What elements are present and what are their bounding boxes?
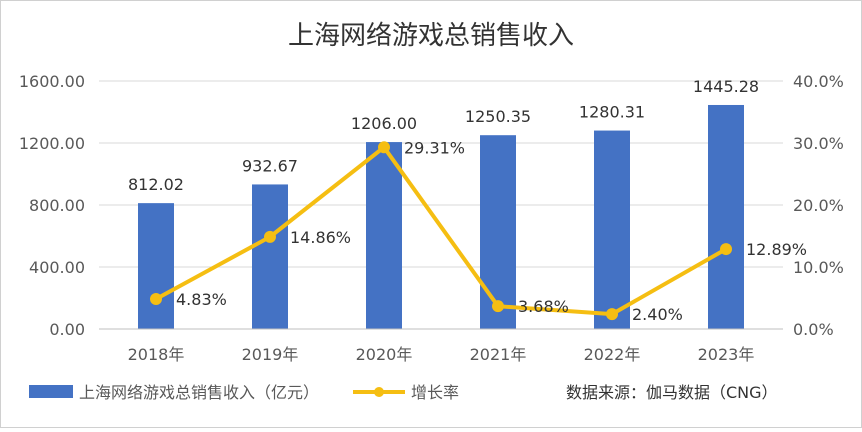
y-right-tick-label: 0.0% xyxy=(793,320,834,339)
legend: 上海网络游戏总销售收入（亿元） 增长率 xyxy=(29,383,459,402)
data-labels: 812.02 932.67 1206.00 1250.35 1280.31 1445.28… xyxy=(128,77,807,324)
x-tick-label: 2021年 xyxy=(470,345,527,364)
legend-bar-label: 上海网络游戏总销售收入（亿元） xyxy=(79,383,319,402)
y-right-tick-label: 20.0% xyxy=(793,196,844,215)
growth-point xyxy=(606,308,618,321)
bar xyxy=(252,184,288,329)
bar-value-label: 812.02 xyxy=(128,175,184,194)
bar xyxy=(594,130,630,329)
y-left-tick-label: 1600.00 xyxy=(19,72,85,91)
x-tick-label: 2019年 xyxy=(242,345,299,364)
x-tick-label: 2018年 xyxy=(128,345,185,364)
bar-value-label: 932.67 xyxy=(242,156,298,175)
source-note: 数据来源：伽马数据（CNG） xyxy=(566,383,778,402)
axes: 0.00 400.00 800.00 1200.00 1600.00 0.0% 10.0% 2… xyxy=(19,72,844,364)
legend-bar-swatch xyxy=(29,385,73,398)
x-tick-label: 2020年 xyxy=(356,345,413,364)
bar xyxy=(138,203,174,329)
bar-value-label: 1250.35 xyxy=(465,107,531,126)
growth-line xyxy=(155,145,727,317)
growth-point xyxy=(492,300,504,313)
y-left-tick-label: 1200.00 xyxy=(19,134,85,153)
bar-value-label: 1206.00 xyxy=(351,114,417,133)
y-right-tick-label: 30.0% xyxy=(793,134,844,153)
y-left-tick-label: 800.00 xyxy=(29,196,85,215)
bar-series xyxy=(138,104,744,329)
x-tick-label: 2022年 xyxy=(584,345,641,364)
growth-point xyxy=(264,230,276,243)
growth-value-label: 12.89% xyxy=(746,240,807,259)
bar-value-label: 1445.28 xyxy=(693,77,759,96)
legend-line-label: 增长率 xyxy=(411,383,459,402)
bar-value-label: 1280.31 xyxy=(579,103,645,122)
growth-point xyxy=(720,243,732,256)
growth-value-label: 2.40% xyxy=(632,305,683,324)
legend-line-marker xyxy=(374,387,384,397)
growth-value-label: 4.83% xyxy=(176,290,227,309)
x-tick-label: 2023年 xyxy=(698,345,755,364)
line-series xyxy=(150,141,732,321)
growth-point xyxy=(378,141,390,154)
growth-value-label: 29.31% xyxy=(404,138,465,157)
y-left-tick-label: 400.00 xyxy=(29,258,85,277)
growth-value-label: 3.68% xyxy=(518,297,569,316)
bar xyxy=(366,142,402,329)
bar xyxy=(708,104,744,329)
y-right-tick-label: 40.0% xyxy=(793,72,844,91)
y-right-tick-label: 10.0% xyxy=(793,258,844,277)
chart-title: 上海网络游戏总销售收入 xyxy=(288,21,574,51)
y-left-tick-label: 0.00 xyxy=(49,320,85,339)
growth-value-label: 14.86% xyxy=(290,228,351,247)
bar xyxy=(480,135,516,329)
growth-point xyxy=(150,293,162,306)
